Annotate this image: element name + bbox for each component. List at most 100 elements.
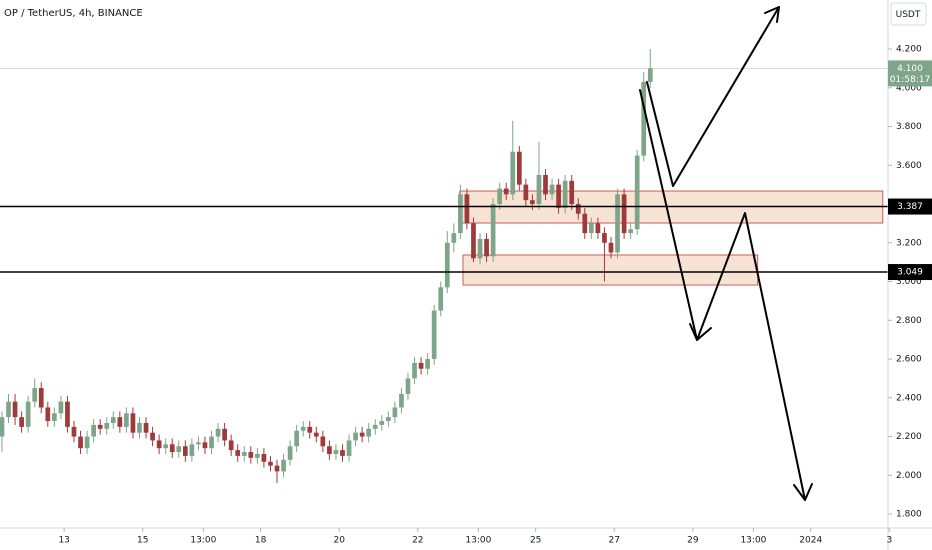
candle-body — [530, 200, 535, 205]
candle-body — [274, 465, 280, 472]
candle-body — [595, 223, 601, 234]
candle-body — [255, 453, 260, 458]
candle-body — [523, 184, 529, 201]
candle-body — [104, 422, 110, 429]
candle-body — [471, 223, 476, 259]
candle-body — [464, 194, 470, 224]
candle-body — [97, 424, 103, 429]
candle-body — [25, 401, 31, 427]
candle-body — [6, 401, 11, 418]
candle-body — [38, 388, 44, 408]
candle-body — [281, 459, 286, 472]
candle-body — [438, 287, 444, 311]
candle-body — [477, 238, 483, 259]
candle-body — [51, 413, 57, 422]
candle-body — [556, 184, 561, 208]
candle-body — [84, 436, 90, 449]
price-label: 3.049 — [897, 268, 923, 278]
x-tick-label: 13:00 — [465, 536, 491, 546]
y-tick-label: 2.400 — [896, 393, 922, 403]
candle-body — [169, 444, 175, 453]
arrow-head — [793, 483, 813, 501]
candle-body — [313, 432, 319, 437]
candle-body — [300, 426, 306, 431]
candle-body — [641, 81, 647, 156]
x-tick-label: 3 — [886, 536, 892, 546]
y-tick-label: 4.000 — [896, 83, 922, 93]
y-tick-label: 2.600 — [896, 355, 922, 365]
candle-body — [562, 180, 568, 208]
candle-body — [91, 424, 97, 437]
candle-body — [307, 426, 313, 433]
candle-body — [458, 194, 463, 234]
y-tick-label: 2.000 — [896, 471, 922, 481]
x-tick-label: 2024 — [799, 536, 822, 546]
candle-body — [647, 68, 653, 82]
candle-body — [176, 446, 182, 453]
candle-body — [156, 440, 162, 449]
candle-body — [575, 204, 581, 214]
candle-body — [588, 223, 594, 234]
candle-body — [549, 184, 555, 195]
x-tick-label: 25 — [530, 536, 541, 546]
candle-body — [444, 242, 450, 288]
arrow-head — [689, 323, 712, 341]
candle-body — [359, 432, 365, 437]
y-tick-label: 2.200 — [896, 432, 922, 442]
candle-body — [130, 413, 136, 433]
candle-body — [163, 444, 169, 449]
candle-body — [484, 238, 489, 257]
candle-body — [124, 413, 129, 427]
candle-body — [268, 461, 273, 466]
arrow-down — [639, 89, 806, 501]
candle-body — [451, 233, 457, 243]
candle-body — [425, 359, 430, 369]
candle-body — [399, 393, 404, 408]
arrow-up — [646, 6, 780, 187]
candle-body — [202, 442, 208, 449]
candle-body — [78, 436, 83, 449]
price-label: 3.387 — [897, 202, 923, 212]
candle-body — [543, 174, 548, 195]
candle-body — [45, 407, 51, 422]
candle-body — [366, 428, 372, 437]
candle-body — [392, 407, 398, 418]
candle-body — [385, 417, 391, 422]
price-label-box — [888, 264, 932, 281]
candle-body — [353, 432, 358, 441]
candle-body — [235, 450, 241, 456]
candle-body — [372, 424, 378, 429]
candle-body — [182, 446, 188, 456]
currency: USDT — [896, 10, 921, 20]
candle-body — [287, 446, 293, 460]
candle-body — [196, 442, 201, 445]
candle-body — [0, 417, 5, 437]
candle-body — [418, 362, 424, 369]
candle-body — [320, 436, 326, 447]
candle-body — [228, 440, 234, 451]
candle-body — [602, 233, 607, 243]
chart-title: OP / TetherUS, 4h, BINANCE — [4, 8, 143, 19]
candle-body — [497, 188, 503, 205]
candle-body — [110, 417, 116, 423]
candle-body — [340, 450, 345, 456]
candle-body — [248, 452, 254, 458]
x-tick-label: 27 — [609, 536, 620, 546]
candle-body — [58, 401, 64, 414]
candle-body — [379, 421, 385, 425]
candle-body — [333, 450, 339, 454]
candle-body — [490, 204, 496, 257]
candle-body — [569, 180, 575, 205]
y-tick-label: 3.600 — [896, 161, 922, 171]
countdown: 01:58:17 — [890, 75, 930, 85]
candle-body — [608, 242, 614, 253]
candle-body — [215, 428, 221, 437]
plot-area — [0, 49, 888, 484]
candle-body — [222, 428, 227, 441]
candle-body — [516, 151, 522, 185]
x-tick-label: 13:00 — [740, 536, 766, 546]
price-label-box — [888, 198, 932, 215]
candle-body — [294, 430, 300, 447]
candle-body — [19, 417, 24, 427]
